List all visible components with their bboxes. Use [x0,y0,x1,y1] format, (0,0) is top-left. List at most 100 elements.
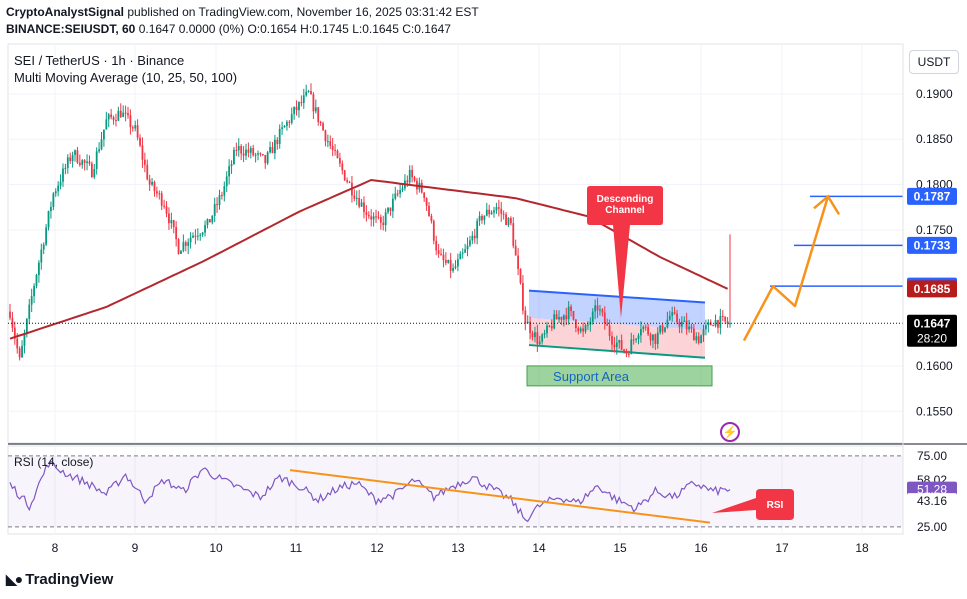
candle-body-49 [127,113,129,116]
candle-body-189 [464,249,467,253]
candle-body-33 [88,161,91,164]
candle-body-140 [346,180,349,182]
x-tick-8: 8 [52,541,59,555]
x-tick-18: 18 [855,541,869,555]
candle-body-62 [158,193,161,195]
rsi-line [9,460,731,523]
candle-body-292 [712,325,715,327]
candle-body-22 [62,168,64,182]
candle-body-195 [478,216,481,221]
candle-body-187 [459,253,462,260]
candle-body-50 [129,115,132,128]
candle-body-279 [680,321,683,327]
candle-body-272 [664,327,666,332]
candle-body-86 [216,204,218,206]
candle-body-147 [363,202,365,213]
support-area-label: Support Area [553,369,630,384]
candle-body-191 [469,240,471,246]
x-tick-13: 13 [451,541,465,555]
candle-body-157 [387,207,389,213]
candle-body-90 [225,176,228,187]
candle-body-166 [408,169,411,183]
candle-body-100 [249,148,252,153]
candle-body-40 [105,119,108,130]
rsi-trendline [289,469,711,524]
x-tick-17: 17 [775,541,789,555]
candle-body-102 [254,154,257,156]
candle-body-160 [394,193,397,199]
candle-body-192 [471,235,474,241]
candle-body-154 [379,217,382,223]
candles [9,83,731,361]
candle-body-260 [635,338,637,340]
candle-body-15 [45,227,48,245]
candle-body-171 [420,182,423,193]
candle-body-137 [338,158,341,164]
candle-body-294 [717,320,719,328]
candle-body-57 [146,164,149,180]
candle-body-52 [134,125,137,129]
candle-body-198 [485,209,488,216]
candle-body-82 [206,219,209,226]
candle-body-258 [630,339,633,354]
candle-body-103 [257,153,259,155]
candle-body-117 [290,114,293,123]
candle-body-226 [553,314,556,329]
candle-body-201 [493,210,495,213]
candle-body-265 [647,327,650,335]
candle-body-105 [261,154,264,156]
x-tick-16: 16 [694,541,708,555]
tradingview-logo: ◣● TradingView [6,571,113,588]
candle-body-236 [577,328,580,332]
rsi-label-bg-25.00 [907,518,957,535]
price-label-bg-0.1733 [907,236,957,254]
candle-body-127 [314,107,317,112]
candle-body-30 [81,160,84,165]
candle-body-212 [519,268,522,284]
candle-body-29 [78,162,81,165]
candle-body-122 [302,95,305,103]
rsi-label-bg-75.00 [907,447,957,464]
candle-body-289 [705,325,707,330]
candle-body-245 [599,309,601,311]
candle-body-202 [495,207,498,211]
rsi-label-43.16: 43.16 [917,494,947,508]
candle-body-158 [389,207,392,212]
candle-body-150 [370,216,373,220]
candle-body-188 [461,252,464,254]
candle-body-152 [375,216,377,218]
channel-upper-line [528,289,706,304]
candle-body-10 [33,285,35,297]
candle-body-71 [180,250,182,254]
candle-body-243 [594,305,597,312]
candle-body-285 [695,336,698,341]
candle-body-61 [155,191,158,194]
candle-body-200 [490,212,493,215]
candle-body-3 [16,338,19,349]
candle-body-59 [151,181,153,185]
candle-body-252 [615,342,618,348]
candle-body-182 [447,259,450,263]
currency-button[interactable]: USDT [909,50,959,74]
candle-body-66 [168,213,170,224]
candle-body-36 [95,151,98,169]
candle-body-139 [343,170,346,181]
price-label-0.1733: 0.1733 [914,238,951,252]
flash-icon[interactable]: ⚡ [720,422,740,442]
candle-body-282 [688,326,690,330]
candle-body-111 [276,139,279,144]
ohlc-readout: 0.1647 0.0000 (0%) O:0.1654 H:0.1745 L:0… [138,22,451,36]
candle-body-46 [119,110,122,117]
candle-body-104 [259,153,262,155]
candle-body-65 [165,206,168,214]
rsi-label-51.28: 51.28 [917,483,947,497]
candle-body-151 [372,216,375,220]
candle-body-67 [170,220,173,224]
candle-body-153 [377,216,380,218]
candle-body-211 [517,255,519,269]
candle-body-217 [531,333,534,338]
rsi-label-75.00: 75.00 [917,449,947,463]
candle-body-58 [148,179,151,185]
candle-body-220 [538,341,541,344]
